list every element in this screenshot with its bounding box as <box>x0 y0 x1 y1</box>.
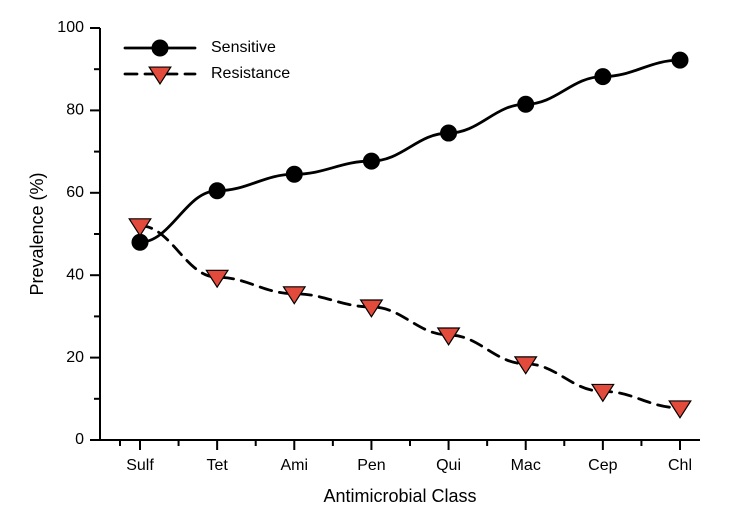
y-tick-label: 0 <box>75 431 84 448</box>
y-tick-label: 100 <box>57 19 84 36</box>
series-marker-0 <box>672 52 688 68</box>
series-marker-0 <box>286 166 302 182</box>
line-chart: 0 20 40 60 80 100 Prevalence (%) Sulf Tet Ami Pen Q… <box>0 0 740 528</box>
legend-label-1: Resistance <box>211 65 290 82</box>
x-tick-label: Ami <box>281 457 309 474</box>
y-tick-label: 40 <box>66 266 84 283</box>
x-tick-label: Chl <box>668 457 692 474</box>
series-marker-0 <box>518 96 534 112</box>
x-tick-label: Qui <box>436 457 461 474</box>
series-marker-0 <box>363 153 379 169</box>
x-tick-label: Cep <box>588 457 617 474</box>
legend-label-0: Sensitive <box>211 39 276 56</box>
y-tick-label: 60 <box>66 184 84 201</box>
y-tick-label: 80 <box>66 102 84 119</box>
series-marker-0 <box>441 125 457 141</box>
series-marker-0 <box>595 69 611 85</box>
legend-marker-0 <box>152 40 168 56</box>
x-tick-label: Mac <box>511 457 541 474</box>
x-tick-label: Pen <box>357 457 385 474</box>
series-marker-0 <box>209 183 225 199</box>
x-tick-label: Sulf <box>126 457 154 474</box>
x-axis-label: Antimicrobial Class <box>323 486 476 506</box>
chart-background <box>0 0 740 528</box>
y-axis-label: Prevalence (%) <box>27 172 47 295</box>
chart-container: 0 20 40 60 80 100 Prevalence (%) Sulf Tet Ami Pen Q… <box>0 0 740 528</box>
x-tick-label: Tet <box>206 457 228 474</box>
y-tick-label: 20 <box>66 349 84 366</box>
